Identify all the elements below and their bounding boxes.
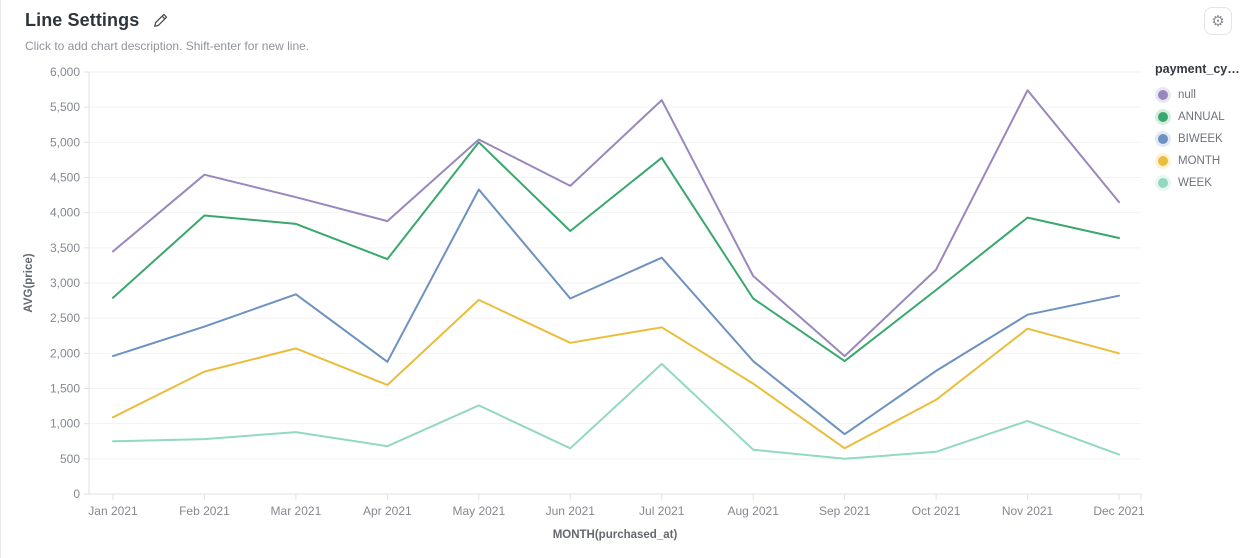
svg-text:4,500: 4,500 <box>50 171 80 185</box>
series-line-MONTH[interactable] <box>112 298 1120 450</box>
svg-text:Jul 2021: Jul 2021 <box>639 504 685 518</box>
legend-label: WEEK <box>1178 177 1212 189</box>
legend-item-BIWEEK[interactable]: BIWEEK <box>1155 128 1243 150</box>
series-lines <box>112 89 1120 460</box>
axes <box>84 71 1142 500</box>
legend-label: MONTH <box>1178 155 1221 167</box>
svg-text:Apr 2021: Apr 2021 <box>363 504 412 518</box>
chart-description-placeholder[interactable]: Click to add chart description. Shift-en… <box>25 39 310 53</box>
svg-text:Nov 2021: Nov 2021 <box>1002 504 1054 518</box>
svg-text:1,500: 1,500 <box>50 382 80 396</box>
svg-text:Jun 2021: Jun 2021 <box>546 504 596 518</box>
legend-swatch-icon <box>1158 112 1168 122</box>
svg-text:Dec 2021: Dec 2021 <box>1093 504 1145 518</box>
svg-text:Jan 2021: Jan 2021 <box>88 504 138 518</box>
legend-swatch-icon <box>1158 178 1168 188</box>
line-chart: 0 500 1,000 1,500 2,000 2,500 3,000 3,500 4,000 4… <box>23 65 1145 541</box>
series-line-ANNUAL[interactable] <box>112 141 1120 363</box>
svg-text:4,000: 4,000 <box>50 206 80 220</box>
svg-text:6,000: 6,000 <box>50 65 80 79</box>
svg-text:Sep 2021: Sep 2021 <box>819 504 871 518</box>
legend-item-WEEK[interactable]: WEEK <box>1155 172 1243 194</box>
edit-title-button[interactable] <box>150 10 171 31</box>
svg-text:0: 0 <box>73 487 80 501</box>
legend-item-ANNUAL[interactable]: ANNUAL <box>1155 106 1243 128</box>
series-line-null[interactable] <box>112 89 1120 358</box>
svg-text:May 2021: May 2021 <box>452 504 505 518</box>
legend-swatch-icon <box>1158 156 1168 166</box>
page-title: Line Settings <box>25 10 140 30</box>
gridlines <box>89 71 1141 495</box>
y-axis-title: AVG(price) <box>23 253 35 312</box>
legend-title: payment_cy… <box>1155 62 1240 76</box>
svg-text:Mar 2021: Mar 2021 <box>271 504 322 518</box>
svg-text:5,500: 5,500 <box>50 100 80 114</box>
svg-text:2,500: 2,500 <box>50 311 80 325</box>
svg-text:Oct 2021: Oct 2021 <box>912 504 961 518</box>
x-axis-title: MONTH(purchased_at) <box>553 529 678 541</box>
chart-legend: payment_cy… null ANNUAL BIWEEK MONTH WEEK <box>1155 62 1243 194</box>
gear-icon: ⚙ <box>1211 12 1225 30</box>
series-line-WEEK[interactable] <box>112 362 1120 460</box>
svg-text:3,000: 3,000 <box>50 276 80 290</box>
legend-item-null[interactable]: null <box>1155 84 1243 106</box>
legend-label: null <box>1178 89 1196 101</box>
svg-text:2,000: 2,000 <box>50 346 80 360</box>
svg-text:3,500: 3,500 <box>50 241 80 255</box>
chart-settings-button[interactable]: ⚙ <box>1204 7 1232 35</box>
legend-items: null ANNUAL BIWEEK MONTH WEEK <box>1155 84 1243 194</box>
legend-label: ANNUAL <box>1178 111 1225 123</box>
svg-text:Feb 2021: Feb 2021 <box>179 504 230 518</box>
svg-text:500: 500 <box>60 452 80 466</box>
pencil-icon <box>154 13 168 27</box>
legend-swatch-icon <box>1158 90 1168 100</box>
header: Line Settings <box>25 10 171 31</box>
legend-item-MONTH[interactable]: MONTH <box>1155 150 1243 172</box>
series-line-BIWEEK[interactable] <box>112 188 1120 436</box>
svg-text:1,000: 1,000 <box>50 417 80 431</box>
legend-label: BIWEEK <box>1178 133 1223 145</box>
svg-text:Aug 2021: Aug 2021 <box>727 504 779 518</box>
axis-labels: 0 500 1,000 1,500 2,000 2,500 3,000 3,500 4,000 4… <box>23 65 1145 541</box>
legend-swatch-icon <box>1158 134 1168 144</box>
svg-text:5,000: 5,000 <box>50 135 80 149</box>
